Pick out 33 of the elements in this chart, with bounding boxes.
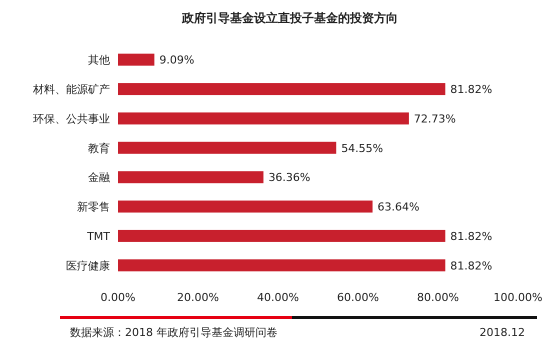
text: 2018.12: [480, 326, 525, 339]
bar: [118, 230, 446, 242]
y-tick-label: 金融: [88, 171, 110, 184]
bar: [118, 259, 446, 272]
y-tick-label: 材料、能源矿产: [32, 83, 110, 96]
y-tick-label: 教育: [88, 142, 110, 155]
bar: [118, 54, 154, 66]
x-tick-label: 0.00%: [100, 291, 136, 304]
data-label: 81.82%: [450, 83, 492, 96]
bar: [118, 112, 409, 124]
y-tick-label: 新零售: [77, 200, 110, 214]
data-label: 81.82%: [450, 259, 492, 272]
y-tick-label: 其他: [88, 54, 110, 67]
data-label: 63.64%: [378, 200, 420, 214]
bar: [118, 200, 373, 213]
data-label: 9.09%: [159, 54, 194, 67]
x-tick-label: 100.00%: [494, 291, 542, 304]
bar: [118, 171, 264, 184]
x-tick-label: 80.00%: [417, 291, 459, 304]
y-tick-label: TMT: [86, 230, 110, 243]
source-note: 数据来源：2018 年政府引导基金调研问卷: [70, 326, 278, 339]
data-label: 36.36%: [268, 171, 310, 184]
bar: [118, 142, 336, 154]
data-label: 72.73%: [414, 112, 456, 126]
x-tick-label: 60.00%: [337, 291, 379, 304]
data-label: 81.82%: [450, 230, 492, 243]
bar: [118, 83, 446, 96]
x-tick-label: 20.00%: [177, 291, 219, 304]
x-tick-label: 40.00%: [257, 291, 299, 304]
y-tick-label: 医疗健康: [66, 259, 110, 272]
chart-title: 政府引导基金设立直投子基金的投资方向: [181, 11, 398, 25]
y-tick-label: 环保、公共事业: [33, 112, 110, 126]
data-label: 54.55%: [341, 142, 384, 155]
